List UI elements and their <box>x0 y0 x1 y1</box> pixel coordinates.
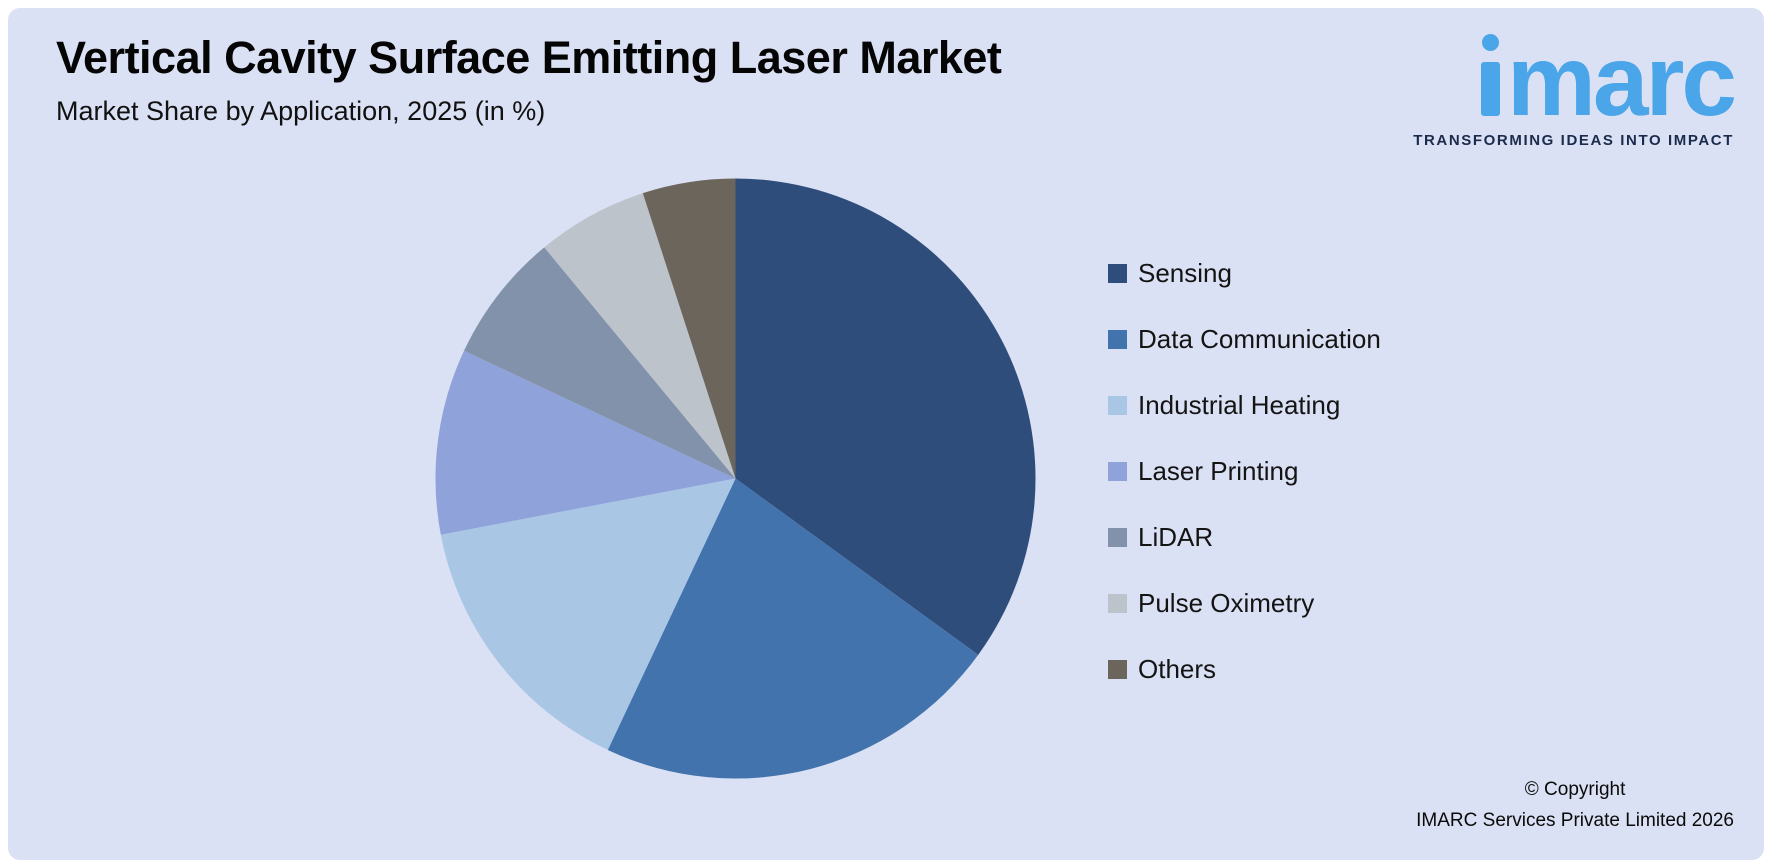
legend-item: LiDAR <box>1108 521 1381 552</box>
legend-item: Pulse Oximetry <box>1108 587 1381 618</box>
legend-label: Pulse Oximetry <box>1138 587 1315 618</box>
pie-chart-area <box>433 176 1038 781</box>
legend-item: Data Communication <box>1108 323 1381 354</box>
legend-swatch <box>1108 527 1127 547</box>
legend-label: LiDAR <box>1138 521 1214 552</box>
legend-swatch <box>1108 659 1127 679</box>
pie-slice-laser-printing <box>435 350 736 535</box>
legend-item: Sensing <box>1108 257 1381 288</box>
logo-i-dot-icon <box>1481 34 1499 51</box>
legend-label: Others <box>1138 653 1217 684</box>
pie-slice-others <box>642 178 736 479</box>
legend-label: Laser Printing <box>1138 455 1299 486</box>
legend-label: Industrial Heating <box>1138 389 1341 420</box>
legend-swatch <box>1108 329 1127 349</box>
copyright-notice: © Copyright IMARC Services Private Limit… <box>1416 775 1734 836</box>
pie-chart <box>435 178 1036 779</box>
page-title: Vertical Cavity Surface Emitting Laser M… <box>56 32 1002 83</box>
copyright-line2: IMARC Services Private Limited 2026 <box>1416 809 1734 831</box>
infographic-panel: Vertical Cavity Surface Emitting Laser M… <box>8 8 1764 860</box>
legend-swatch <box>1108 461 1127 481</box>
legend-label: Sensing <box>1138 257 1232 288</box>
chart-legend: Sensing Data Communication Industrial He… <box>1108 257 1381 722</box>
imarc-logo: marc TRANSFORMING IDEAS INTO IMPACT <box>1394 25 1737 149</box>
legend-item: Others <box>1108 653 1381 684</box>
page-subtitle: Market Share by Application, 2025 (in %) <box>56 96 546 126</box>
logo-text-rest: marc <box>1506 25 1737 137</box>
pie-slice-industrial-heating <box>440 478 736 750</box>
legend-item: Industrial Heating <box>1108 389 1381 420</box>
legend-swatch <box>1108 593 1127 613</box>
legend-swatch <box>1108 395 1127 415</box>
logo-tagline: TRANSFORMING IDEAS INTO IMPACT <box>1413 132 1734 149</box>
copyright-line1: © Copyright <box>1524 779 1626 801</box>
pie-slice-pulse-oximetry <box>544 193 736 479</box>
legend-item: Laser Printing <box>1108 455 1381 486</box>
pie-slice-data-communication <box>607 478 979 779</box>
legend-swatch <box>1108 263 1127 283</box>
logo-brand: marc <box>1394 25 1737 137</box>
logo-letter-i <box>1480 34 1500 116</box>
legend-label: Data Communication <box>1138 323 1381 354</box>
pie-slice-lidar <box>464 247 736 479</box>
pie-slice-sensing <box>735 178 1036 655</box>
logo-i-stem <box>1480 62 1500 116</box>
